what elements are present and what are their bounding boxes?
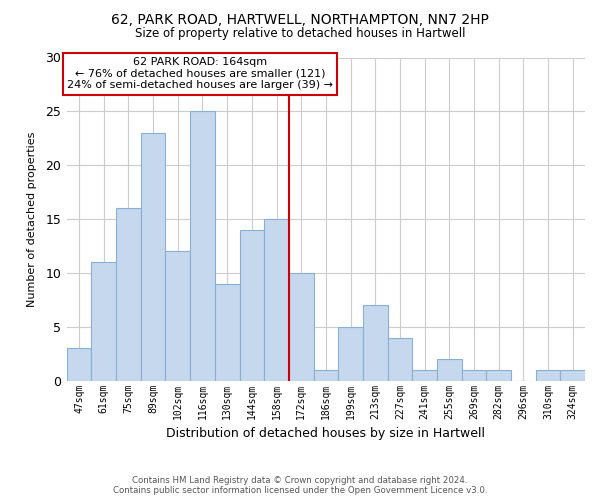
Text: 62, PARK ROAD, HARTWELL, NORTHAMPTON, NN7 2HP: 62, PARK ROAD, HARTWELL, NORTHAMPTON, NN…	[111, 12, 489, 26]
Text: Size of property relative to detached houses in Hartwell: Size of property relative to detached ho…	[135, 28, 465, 40]
Bar	[486, 370, 511, 380]
Y-axis label: Number of detached properties: Number of detached properties	[27, 132, 37, 307]
X-axis label: Distribution of detached houses by size in Hartwell: Distribution of detached houses by size …	[166, 427, 485, 440]
Bar	[314, 370, 338, 380]
Bar	[239, 230, 264, 380]
Bar	[141, 133, 166, 380]
Bar	[116, 208, 141, 380]
Bar	[363, 305, 388, 380]
Text: 62 PARK ROAD: 164sqm
← 76% of detached houses are smaller (121)
24% of semi-deta: 62 PARK ROAD: 164sqm ← 76% of detached h…	[67, 57, 333, 90]
Bar	[264, 219, 289, 380]
Bar	[536, 370, 560, 380]
Bar	[437, 359, 461, 380]
Bar	[215, 284, 239, 380]
Bar	[67, 348, 91, 380]
Bar	[289, 273, 314, 380]
Bar	[461, 370, 486, 380]
Bar	[166, 252, 190, 380]
Bar	[412, 370, 437, 380]
Bar	[91, 262, 116, 380]
Bar	[560, 370, 585, 380]
Bar	[338, 327, 363, 380]
Bar	[388, 338, 412, 380]
Bar	[190, 112, 215, 380]
Text: Contains HM Land Registry data © Crown copyright and database right 2024.
Contai: Contains HM Land Registry data © Crown c…	[113, 476, 487, 495]
